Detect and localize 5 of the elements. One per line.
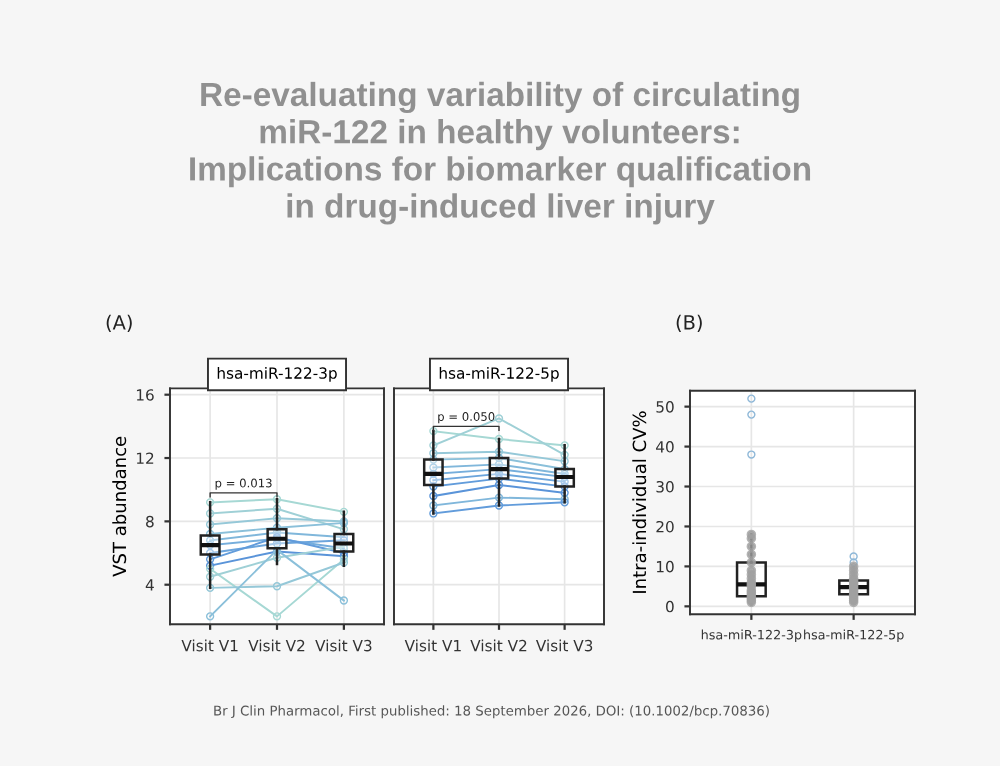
text: (B)	[676, 314, 702, 332]
text: (A)	[106, 314, 132, 332]
y-axis-title: Intra-individual CV%	[632, 411, 647, 593]
y-axis-title: VST abundance	[112, 436, 127, 577]
text: Re-evaluating variability of circulating miR-122 in healthy volunteers: Implications for biomarker qualification in drug-induced liver injury	[190, 81, 811, 225]
